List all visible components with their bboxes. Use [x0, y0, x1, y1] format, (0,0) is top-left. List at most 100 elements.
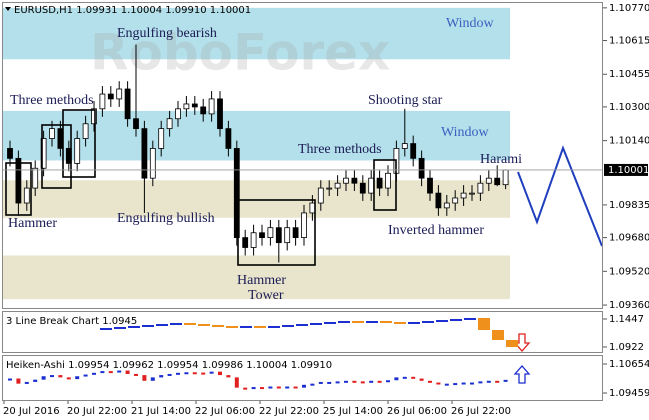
pattern-box [5, 162, 32, 216]
line-break-block [478, 318, 490, 330]
line-break-block [506, 340, 518, 348]
heiken-ashi-bar [251, 387, 256, 390]
candle-body [158, 128, 165, 149]
candle-body [469, 192, 475, 195]
annotation: Shooting star [368, 93, 443, 108]
line-break-block [212, 325, 224, 328]
heiken-ashi-bar [117, 370, 122, 373]
heiken-ashi-bar [285, 386, 290, 389]
x-tick-label: 26 Jul 06:00 [387, 406, 447, 417]
heiken-ashi-bar [75, 376, 80, 380]
x-tick-label: 21 Jul 14:00 [131, 406, 191, 417]
y-tick-label: 1.10140 [609, 136, 649, 147]
x-tick-label: 22 Jul 22:00 [259, 406, 319, 417]
line-break-block [226, 326, 238, 328]
candles [7, 44, 509, 263]
heiken-ashi-bar [24, 381, 29, 384]
candle-body [418, 157, 425, 179]
candle-body [452, 197, 459, 204]
x-tick-label: 20 Jul 22:00 [67, 406, 127, 417]
candle-body [233, 148, 240, 238]
current-price-box [604, 163, 648, 176]
heiken-ashi-bar [495, 380, 500, 383]
y-tick-label: 1.1447 [609, 314, 644, 325]
x-tick-label: 22 Jul 06:00 [195, 406, 255, 417]
heiken-ashi-bar [419, 378, 424, 381]
line-break-block [380, 321, 392, 324]
heiken-ashi-bar [444, 383, 449, 386]
heiken-ashi-bar [268, 386, 273, 389]
candle-body [443, 202, 450, 209]
candle-body [385, 172, 391, 189]
line-break-block [338, 321, 350, 324]
candle-body [23, 187, 30, 204]
heiken-ashi-bar [318, 381, 323, 384]
annotation: Inverted hammer [388, 223, 484, 238]
heiken-ashi-bar [83, 374, 88, 377]
heiken-ashi-bar [377, 380, 382, 383]
y-tick-label: 1.10654 [609, 359, 649, 370]
heiken-ashi-bar [209, 371, 214, 374]
y-tick-label: 1.09835 [609, 200, 649, 211]
heiken-ashi-bar [310, 383, 315, 386]
line-break-block [436, 320, 448, 322]
heiken-ashi-bar [234, 377, 239, 388]
annotation: Harami [480, 152, 522, 167]
candle-body [91, 108, 97, 125]
candle-body [149, 148, 156, 179]
heiken-ashi-bar [352, 380, 357, 383]
heiken-ashi-bar [218, 371, 222, 376]
candle-body [107, 93, 114, 100]
heiken-ashi-bar [100, 371, 105, 374]
candle-body [242, 237, 249, 248]
annotation: Three methods [10, 93, 94, 108]
line-break-block [170, 323, 182, 326]
candle-body [133, 118, 139, 130]
heiken-ashi-bar [142, 375, 147, 381]
y-tick-label: 1.10615 [609, 36, 649, 47]
heiken-ashi-bar [159, 375, 164, 378]
heiken-ashi-bar [134, 373, 138, 376]
candle-body [284, 227, 291, 244]
line-break-block [296, 324, 308, 326]
line-break-block [422, 321, 434, 324]
pattern-box [373, 159, 397, 211]
heiken-ashi-bar [293, 386, 298, 389]
heiken-ashi-bar [402, 376, 407, 379]
candle-body [368, 177, 375, 194]
heiken-ashi-bar [150, 377, 155, 381]
line-break-block [268, 326, 280, 328]
candle-body [124, 88, 131, 120]
heiken-ashi-bar [260, 387, 264, 390]
pattern-box [62, 109, 96, 178]
annotation: Hammer [237, 273, 286, 288]
candle-body [485, 177, 492, 184]
current-price-label: 1.10001 [608, 165, 649, 176]
y-tick-label: 1.10455 [609, 69, 649, 80]
line-break-block [254, 326, 266, 328]
heiken-ashi-bar [167, 373, 172, 376]
candle-body [301, 212, 307, 238]
line-break-block [142, 325, 154, 328]
heiken-ashi-bar [327, 381, 332, 384]
heiken-ashi-bar [226, 375, 231, 378]
candle-body [175, 108, 181, 120]
heiken-ashi-bar [436, 382, 441, 385]
pattern-box [41, 124, 72, 189]
up-arrow [513, 365, 531, 384]
heiken-ashi-bar [201, 372, 206, 375]
candle-body [183, 103, 190, 110]
y-tick-label: 1.09360 [609, 300, 649, 311]
candle-body [57, 128, 64, 149]
candle-body [217, 98, 223, 130]
candle-body [477, 182, 484, 194]
line-break-block [450, 319, 462, 322]
panel-title: 3 Line Break Chart 1.0945 [6, 316, 137, 327]
heiken-ashi-bar [369, 380, 374, 383]
candle-body [292, 227, 299, 238]
candle-body [74, 138, 81, 164]
candle-body [401, 143, 408, 149]
candle-body [460, 192, 467, 199]
line-break-block [408, 322, 420, 324]
